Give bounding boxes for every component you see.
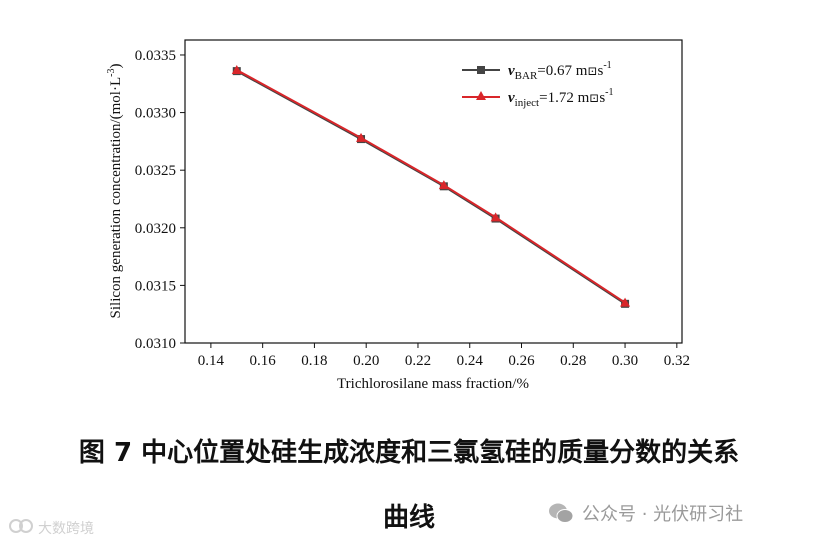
watermark-left: 大数跨境 <box>8 518 94 538</box>
x-tick-label: 0.30 <box>612 353 638 369</box>
y-tick-label: 0.0335 <box>135 48 176 64</box>
x-tick-label: 0.22 <box>405 353 431 369</box>
legend-marker-2 <box>476 91 486 100</box>
x-tick-label: 0.14 <box>198 353 225 369</box>
series-1-line <box>236 70 626 305</box>
y-tick-label: 0.0330 <box>135 106 176 122</box>
y-axis-label: Silicon generation concentration/(mol·L-… <box>106 64 124 319</box>
series-2-point <box>490 212 501 222</box>
x-tick-label: 0.18 <box>301 353 327 369</box>
x-tick-label: 0.24 <box>457 353 484 369</box>
x-tick-label: 0.32 <box>664 353 690 369</box>
y-tick-label: 0.0310 <box>135 336 176 352</box>
y-tick-label: 0.0315 <box>135 278 176 294</box>
y-tick-label: 0.0325 <box>135 163 176 179</box>
figure-caption-line2: 曲线 <box>382 503 435 533</box>
watermark-right-text: 公众号 · 光伏研习社 <box>582 504 744 525</box>
x-tick-label: 0.16 <box>250 353 277 369</box>
legend-entry-2: vinject=1.72 m⊡s-1 <box>462 87 614 109</box>
line-chart: 0.14 0.16 0.18 0.20 0.22 0.24 0.26 0.28 0.30 0.32… <box>106 39 690 392</box>
series-2-point <box>231 64 242 74</box>
legend-marker-1 <box>477 66 485 74</box>
series-2-point <box>438 180 449 190</box>
x-tick-label: 0.26 <box>508 353 535 369</box>
y-tick-label: 0.0320 <box>135 221 176 237</box>
legend-entry-1: vBAR=0.67 m⊡s-1 <box>462 60 612 82</box>
legend-label-2: vinject=1.72 m⊡s-1 <box>508 87 614 109</box>
watermark-right: 公众号 · 光伏研习社 <box>548 500 743 526</box>
legend: vBAR=0.67 m⊡s-1 vinject=1.72 m⊡s-1 <box>462 60 614 109</box>
watermark-left-text: 大数跨境 <box>38 521 94 537</box>
plot-frame <box>184 39 683 344</box>
x-axis-label: Trichlorosilane mass fraction/% <box>337 376 529 392</box>
figure-caption-line1: 图 7 中心位置处硅生成浓度和三氯氢硅的质量分数的关系 <box>78 438 740 468</box>
x-tick-label: 0.28 <box>560 353 586 369</box>
series-2-point <box>620 297 631 307</box>
x-tick-label: 0.20 <box>353 353 379 369</box>
wechat-icon <box>548 502 574 524</box>
legend-label-1: vBAR=0.67 m⊡s-1 <box>508 60 612 82</box>
brand-logo-icon <box>8 518 34 538</box>
series-2-point <box>356 132 367 142</box>
